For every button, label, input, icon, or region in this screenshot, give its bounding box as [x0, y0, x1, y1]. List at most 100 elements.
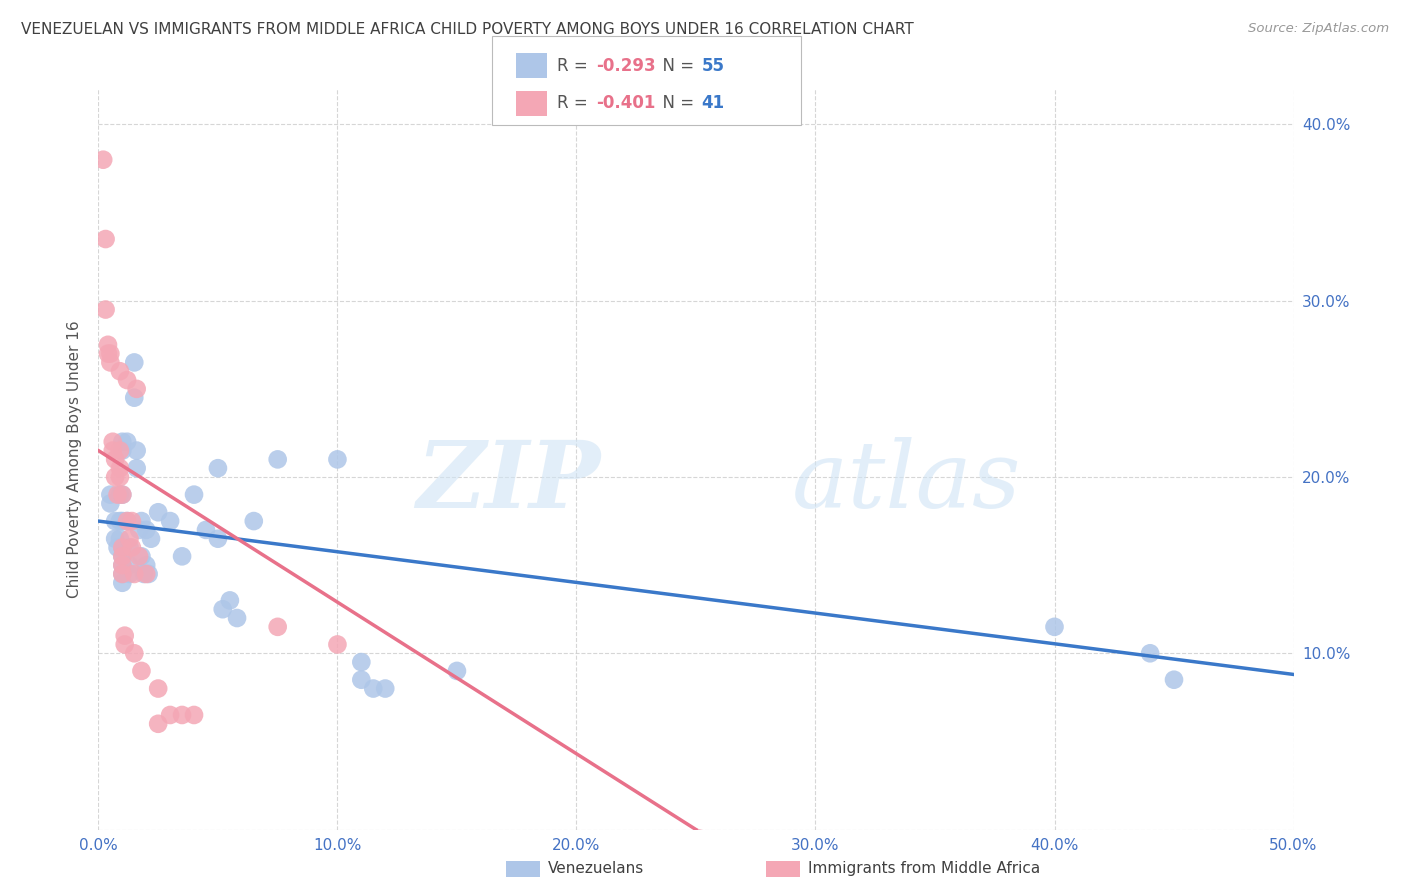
Point: [267, 452, 290, 467]
Point: [98, 496, 122, 510]
Text: -0.293: -0.293: [596, 57, 655, 75]
Point: [1043, 620, 1066, 634]
Point: [211, 602, 233, 616]
Point: [135, 566, 157, 581]
Point: [114, 629, 136, 643]
Point: [267, 620, 290, 634]
Point: [111, 575, 134, 590]
Point: [111, 541, 134, 555]
Point: [446, 664, 468, 678]
Point: [207, 461, 229, 475]
Point: [128, 523, 150, 537]
Point: [243, 514, 266, 528]
Point: [91, 153, 114, 167]
Point: [125, 443, 148, 458]
Point: [111, 434, 134, 449]
Point: [107, 541, 129, 555]
Point: [94, 232, 117, 246]
Point: [111, 488, 134, 502]
Text: R =: R =: [557, 95, 593, 112]
Point: [108, 461, 131, 475]
Point: [98, 355, 122, 369]
Point: [118, 558, 141, 573]
Point: [131, 549, 153, 564]
Point: [108, 532, 131, 546]
Point: [226, 611, 249, 625]
Point: [135, 523, 157, 537]
Point: [374, 681, 396, 696]
Text: ZIP: ZIP: [416, 436, 600, 526]
Point: [97, 338, 120, 352]
Point: [118, 532, 141, 546]
Y-axis label: Child Poverty Among Boys Under 16: Child Poverty Among Boys Under 16: [67, 320, 83, 599]
Point: [183, 488, 205, 502]
Point: [194, 523, 218, 537]
Point: [132, 566, 155, 581]
Point: [111, 488, 134, 502]
Point: [111, 443, 134, 458]
Point: [183, 708, 205, 723]
Point: [172, 708, 194, 723]
Point: [108, 443, 131, 458]
Point: [108, 364, 131, 378]
Point: [107, 488, 129, 502]
Text: Venezuelans: Venezuelans: [548, 862, 644, 876]
Point: [219, 593, 242, 607]
Point: [148, 716, 170, 731]
Point: [108, 470, 131, 484]
Text: Source: ZipAtlas.com: Source: ZipAtlas.com: [1249, 22, 1389, 36]
Text: atlas: atlas: [792, 436, 1021, 526]
Point: [121, 514, 143, 528]
Text: VENEZUELAN VS IMMIGRANTS FROM MIDDLE AFRICA CHILD POVERTY AMONG BOYS UNDER 16 CO: VENEZUELAN VS IMMIGRANTS FROM MIDDLE AFR…: [21, 22, 914, 37]
Point: [124, 355, 146, 369]
Point: [111, 558, 134, 573]
Point: [159, 514, 181, 528]
Point: [131, 514, 153, 528]
Point: [108, 514, 131, 528]
Text: N =: N =: [652, 95, 700, 112]
Text: N =: N =: [652, 57, 700, 75]
Text: R =: R =: [557, 57, 593, 75]
Point: [350, 673, 373, 687]
Point: [104, 514, 127, 528]
Point: [115, 434, 138, 449]
Point: [131, 664, 153, 678]
Point: [148, 681, 170, 696]
Point: [125, 461, 148, 475]
Point: [118, 541, 141, 555]
Point: [101, 434, 124, 449]
Point: [121, 541, 143, 555]
Point: [124, 391, 146, 405]
Point: [125, 382, 148, 396]
Point: [104, 532, 127, 546]
Point: [350, 655, 373, 669]
Point: [115, 373, 138, 387]
Point: [98, 346, 122, 360]
Point: [159, 708, 181, 723]
Point: [111, 566, 134, 581]
Point: [111, 549, 134, 564]
Point: [115, 514, 138, 528]
Point: [139, 532, 162, 546]
Point: [326, 452, 349, 467]
Point: [124, 566, 146, 581]
Point: [118, 566, 141, 581]
Point: [108, 488, 131, 502]
Point: [97, 346, 120, 360]
Text: 55: 55: [702, 57, 724, 75]
Point: [98, 488, 122, 502]
Point: [326, 637, 349, 651]
Point: [111, 549, 134, 564]
Point: [115, 514, 138, 528]
Point: [363, 681, 385, 696]
Point: [135, 558, 157, 573]
Point: [111, 541, 134, 555]
Point: [172, 549, 194, 564]
Point: [124, 646, 146, 660]
Text: -0.401: -0.401: [596, 95, 655, 112]
Point: [1163, 673, 1185, 687]
Text: 41: 41: [702, 95, 724, 112]
Point: [111, 566, 134, 581]
Text: Immigrants from Middle Africa: Immigrants from Middle Africa: [808, 862, 1040, 876]
Point: [114, 637, 136, 651]
